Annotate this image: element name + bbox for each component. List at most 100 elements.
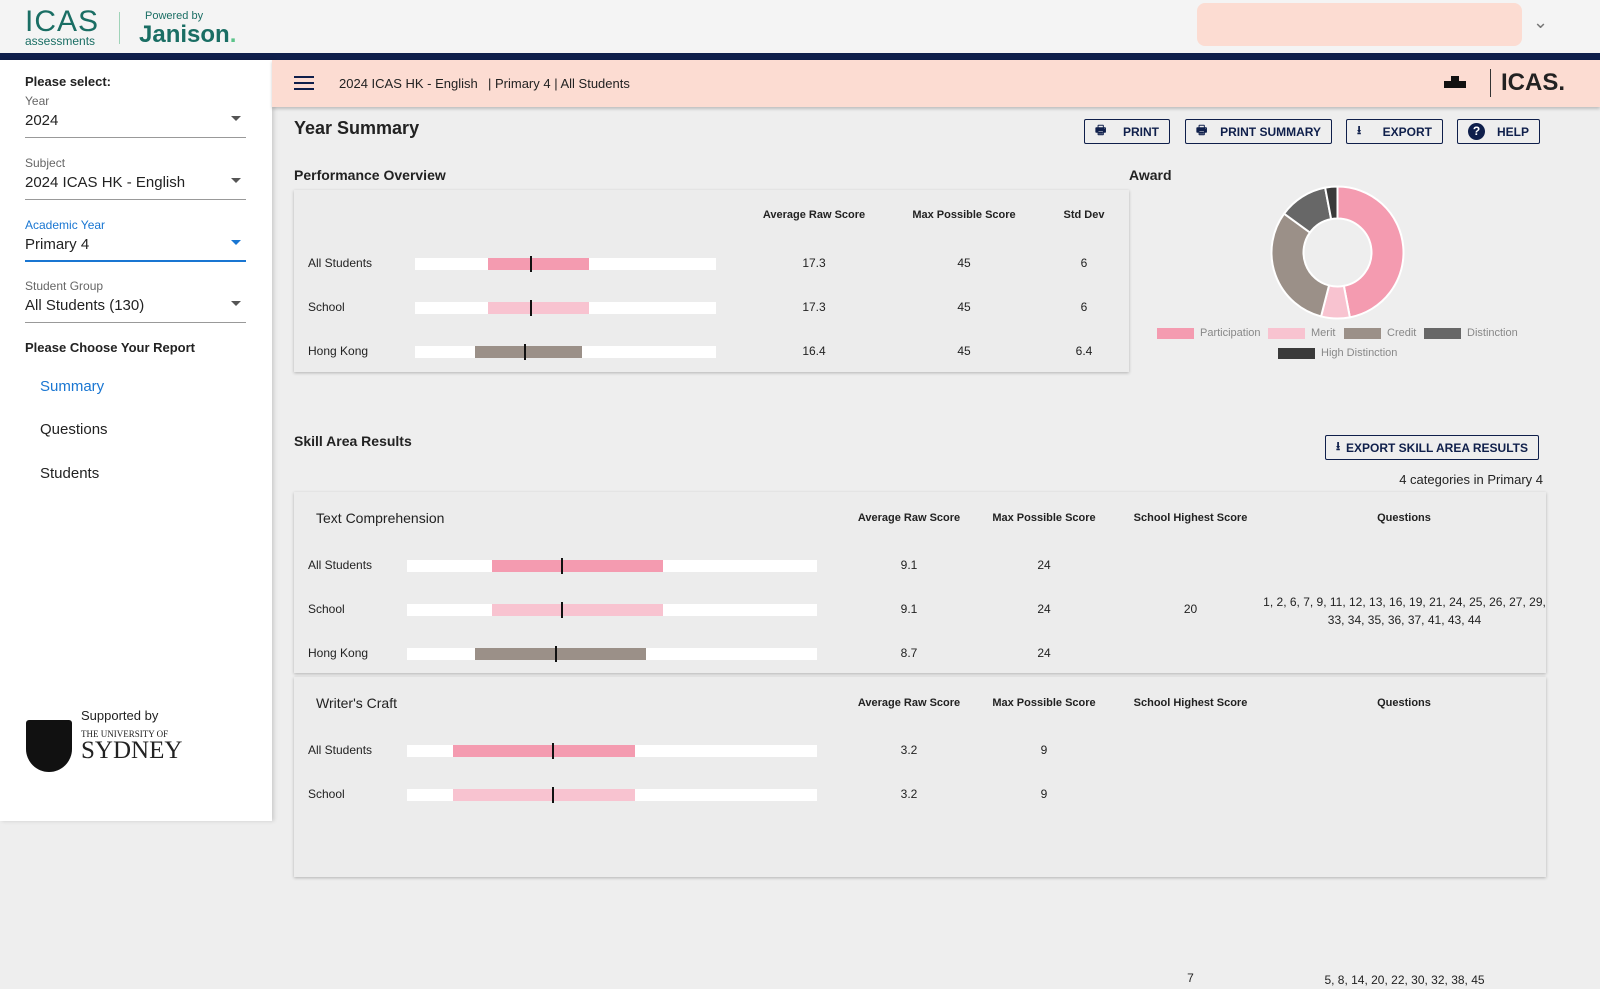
row-label: School — [308, 787, 345, 801]
average-score: 9.1 — [900, 558, 918, 572]
legend-swatch — [1157, 327, 1194, 339]
export-skill-results-button[interactable]: ⭳ EXPORT SKILL AREA RESULTS — [1325, 435, 1539, 460]
student-group-select[interactable]: Student Group All Students (130) — [25, 279, 246, 323]
supported-by: Supported by — [81, 708, 159, 723]
donut-slice-credit[interactable] — [1270, 212, 1331, 318]
school-highest-score: 7 — [1187, 971, 1194, 985]
performance-overview-title: Performance Overview — [294, 167, 446, 183]
download-icon: ⭳ — [1336, 439, 1341, 453]
average-score: 17.3 — [802, 256, 826, 270]
skill-area-card: Text Comprehension Average Raw Score Max P… — [294, 492, 1546, 673]
header-divider — [0, 53, 1600, 60]
legend-swatch — [1268, 327, 1305, 339]
app-header: ICAS assessments Powered by Janison. ⌄ — [0, 0, 1600, 53]
question-list: 1, 2, 6, 7, 9, 11, 12, 13, 16, 19, 21, 2… — [1263, 595, 1546, 627]
max-score: 45 — [957, 300, 971, 314]
nav-summary[interactable]: Summary — [40, 378, 105, 395]
max-score: 45 — [957, 256, 971, 270]
printer-icon: 🖶 — [1095, 123, 1107, 137]
score-range-track — [407, 743, 817, 759]
max-score: 9 — [1040, 743, 1048, 757]
average-score: 3.2 — [900, 743, 918, 757]
performance-overview-card: Average Raw Score Max Possible Score Std… — [294, 190, 1129, 372]
row-label: Hong Kong — [308, 344, 369, 358]
award-title: Award — [1129, 167, 1172, 183]
mean-marker — [529, 256, 532, 272]
score-range-bar — [487, 258, 589, 270]
score-range-bar — [487, 302, 589, 314]
legend-item[interactable]: High Distinction — [1278, 347, 1397, 359]
legend-swatch — [1278, 347, 1315, 359]
donut-slice-participation[interactable] — [1336, 185, 1405, 319]
user-menu[interactable] — [1197, 3, 1522, 46]
col-header: Average Raw Score — [857, 697, 961, 709]
average-score: 9.1 — [900, 602, 918, 616]
university-crest-icon — [26, 720, 72, 772]
mean-marker — [561, 558, 564, 574]
score-range-bar — [475, 346, 583, 358]
mean-marker — [523, 344, 526, 360]
skill-area-name: Text Comprehension — [316, 510, 445, 526]
page-title: Year Summary — [294, 118, 420, 138]
university-logo: THE UNIVERSITY OF SYDNEY — [81, 729, 183, 764]
col-header: Questions — [1377, 512, 1431, 524]
chevron-down-icon — [231, 240, 241, 250]
podium-icon — [1444, 76, 1466, 88]
nav-students[interactable]: Students — [40, 465, 100, 482]
score-range-track — [415, 300, 716, 316]
download-icon: ⭳ — [1357, 123, 1362, 137]
choose-report-label: Please Choose Your Report — [25, 340, 196, 355]
please-select-label: Please select: — [25, 74, 112, 89]
print-button[interactable]: 🖶 PRINT — [1084, 119, 1170, 144]
powered-by: Powered by — [145, 10, 204, 22]
row-label: School — [308, 300, 345, 314]
mean-marker — [551, 743, 554, 759]
legend-swatch — [1344, 327, 1381, 339]
row-label: School — [308, 602, 345, 616]
score-range-bar — [452, 745, 635, 757]
legend-item[interactable]: Distinction — [1424, 327, 1518, 339]
mean-marker — [529, 300, 532, 316]
academic-year-select[interactable]: Academic Year Primary 4 — [25, 218, 246, 262]
icas-logo: ICAS assessments — [25, 5, 100, 48]
mean-marker — [554, 646, 557, 662]
score-range-bar — [492, 560, 664, 572]
score-range-bar — [475, 648, 647, 660]
report-toolbar: 2024 ICAS HK - English | Primary 4 | All… — [272, 60, 1600, 107]
export-button[interactable]: ⭳ EXPORT — [1346, 119, 1443, 144]
legend-item[interactable]: Participation — [1157, 327, 1261, 339]
std-dev: 6 — [1080, 256, 1088, 270]
score-range-track — [415, 256, 716, 272]
score-range-track — [407, 787, 817, 803]
col-header: Max Possible Score — [992, 697, 1096, 709]
award-donut-chart — [1270, 185, 1405, 320]
average-score: 3.2 — [900, 787, 918, 801]
score-range-track — [415, 344, 716, 360]
subject-select[interactable]: Subject 2024 ICAS HK - English — [25, 156, 246, 200]
col-header: School Highest Score — [1133, 697, 1248, 709]
year-select[interactable]: Year 2024 — [25, 94, 246, 138]
print-summary-button[interactable]: 🖶 PRINT SUMMARY — [1185, 119, 1332, 144]
legend-item[interactable]: Merit — [1268, 327, 1335, 339]
legend-label: High Distinction — [1321, 347, 1398, 359]
legend-label: Distinction — [1467, 327, 1518, 339]
col-header: Max Possible Score — [912, 209, 1016, 221]
legend-item[interactable]: Credit — [1344, 327, 1416, 339]
average-score: 16.4 — [802, 344, 826, 358]
help-button[interactable]: ? HELP — [1457, 119, 1540, 144]
legend-swatch — [1424, 327, 1461, 339]
nav-questions[interactable]: Questions — [40, 421, 108, 438]
menu-icon[interactable] — [294, 76, 314, 94]
row-label: Hong Kong — [308, 646, 369, 660]
school-highest-score: 20 — [1183, 602, 1198, 616]
skill-area-name: Writer's Craft — [316, 695, 397, 711]
max-score: 9 — [1040, 787, 1048, 801]
skill-area-title: Skill Area Results — [294, 433, 412, 449]
chevron-down-icon — [231, 178, 241, 188]
help-icon: ? — [1468, 123, 1485, 140]
score-range-bar — [492, 604, 664, 616]
row-label: All Students — [308, 743, 373, 757]
chevron-down-icon[interactable]: ⌄ — [1533, 12, 1549, 32]
printer-icon: 🖶 — [1196, 123, 1208, 137]
donut-slice-high-distinction[interactable] — [1323, 185, 1339, 221]
